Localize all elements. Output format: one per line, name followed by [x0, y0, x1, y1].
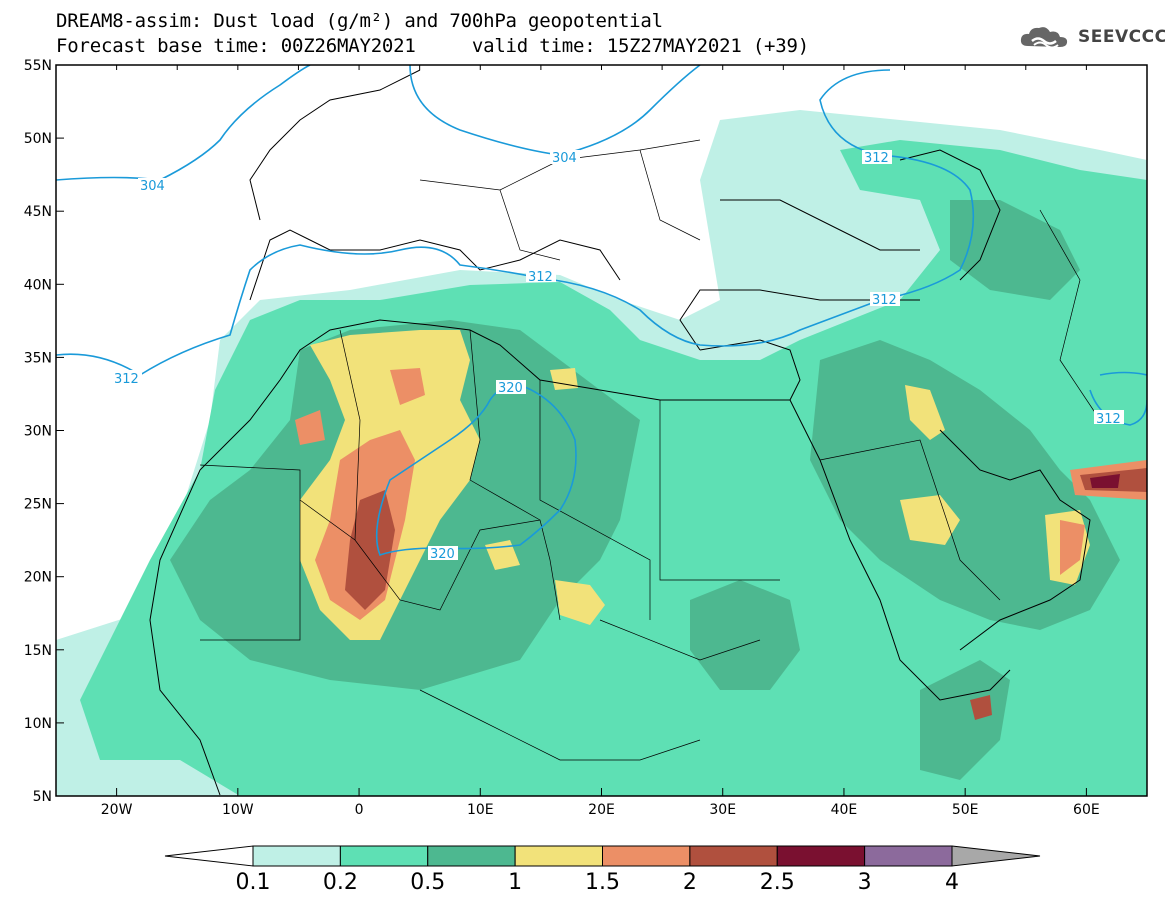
contour-label-group: 304 304 312 312 312 312 312 320 320 — [112, 150, 1124, 562]
lat-tick-label: 40N — [24, 277, 52, 293]
lat-tick-label: 25N — [24, 497, 52, 513]
colorbar-label: 2.5 — [759, 870, 795, 895]
cloud-logo-icon — [1020, 27, 1068, 49]
colorbar-min-triangle — [164, 845, 254, 867]
logo-text: SEEVCCC — [1078, 27, 1165, 47]
contour-label: 312 — [864, 151, 889, 166]
dust-level-1.5 — [295, 410, 325, 445]
lat-tick-label: 45N — [24, 204, 52, 220]
dust-level-0.5 — [810, 340, 1120, 630]
contour-label: 320 — [498, 381, 523, 396]
latitude-axis: 55N 50N 45N 40N 35N 30N 25N 20N 15N 10N 5N — [24, 58, 64, 805]
longitude-axis: 20W 10W 0 10E 20E 30E 40E 50E 60E — [55, 65, 1148, 818]
lat-tick-label: 5N — [33, 789, 52, 805]
lon-tick-label: 20E — [588, 802, 615, 818]
dust-level-1 — [550, 368, 578, 390]
colorbar-swatch — [252, 845, 341, 867]
dust-level-2 — [970, 695, 992, 720]
dust-level-2.5 — [1090, 474, 1120, 488]
lon-tick-label: 10W — [222, 802, 254, 818]
contour-label: 320 — [430, 547, 455, 562]
lon-tick-label: 0 — [355, 802, 364, 818]
lon-tick-label: 10E — [467, 802, 494, 818]
colorbar-max-triangle — [951, 845, 1041, 867]
lat-tick-label: 20N — [24, 570, 52, 586]
lat-tick-label: 50N — [24, 131, 52, 147]
dust-level-2 — [345, 490, 395, 610]
dust-level-0.5 — [950, 200, 1080, 300]
contour-label: 304 — [552, 151, 577, 166]
lon-tick-label: 50E — [952, 802, 979, 818]
dust-level-1 — [900, 495, 960, 545]
colorbar-label: 0.2 — [322, 870, 358, 895]
lon-tick-label: 40E — [831, 802, 858, 818]
dust-level-1 — [555, 580, 605, 625]
dust-level-1.5 — [390, 368, 425, 405]
map-title: DREAM8-assim: Dust load (g/m²) and 700hP… — [56, 10, 663, 32]
lat-tick-label: 15N — [24, 643, 52, 659]
colorbar-label: 0.5 — [410, 870, 446, 895]
colorbar-swatch — [602, 845, 691, 867]
colorbar-label: 4 — [945, 870, 959, 895]
contour-label: 312 — [528, 270, 553, 285]
colorbar-label: 1.5 — [585, 870, 620, 895]
contour-label: 304 — [140, 179, 165, 194]
colorbar-swatch — [427, 845, 516, 867]
colorbar — [164, 845, 1041, 867]
dust-level-0.5 — [690, 580, 800, 690]
colorbar-swatch — [864, 845, 953, 867]
colorbar-label: 2 — [682, 870, 697, 895]
forecast-time: Forecast base time: 00Z26MAY2021 valid t… — [56, 35, 810, 57]
coastlines — [149, 69, 1091, 796]
colorbar-label: 0.1 — [235, 870, 271, 895]
lat-tick-label: 55N — [24, 58, 52, 74]
dust-level-1 — [905, 385, 945, 440]
lon-tick-label: 30E — [709, 802, 736, 818]
lon-tick-label: 60E — [1073, 802, 1100, 818]
lat-tick-label: 30N — [24, 424, 52, 440]
colorbar-swatch — [689, 845, 778, 867]
colorbar-label: 1 — [508, 870, 523, 895]
contour-label: 312 — [114, 372, 139, 387]
colorbar-label: 3 — [857, 870, 872, 895]
contour-label: 312 — [872, 293, 897, 308]
colorbar-swatch — [514, 845, 603, 867]
colorbar-swatch — [339, 845, 429, 867]
geopotential-contours — [56, 65, 1147, 557]
dust-level-1.5 — [1060, 520, 1085, 575]
contour-label: 312 — [1096, 412, 1121, 427]
lon-tick-label: 20W — [101, 802, 133, 818]
seevccc-logo: SEEVCCC — [1018, 24, 1165, 50]
dust-field — [56, 110, 1147, 796]
lat-tick-label: 35N — [24, 350, 52, 366]
colorbar-swatch — [776, 845, 866, 867]
lat-tick-label: 10N — [24, 716, 52, 732]
